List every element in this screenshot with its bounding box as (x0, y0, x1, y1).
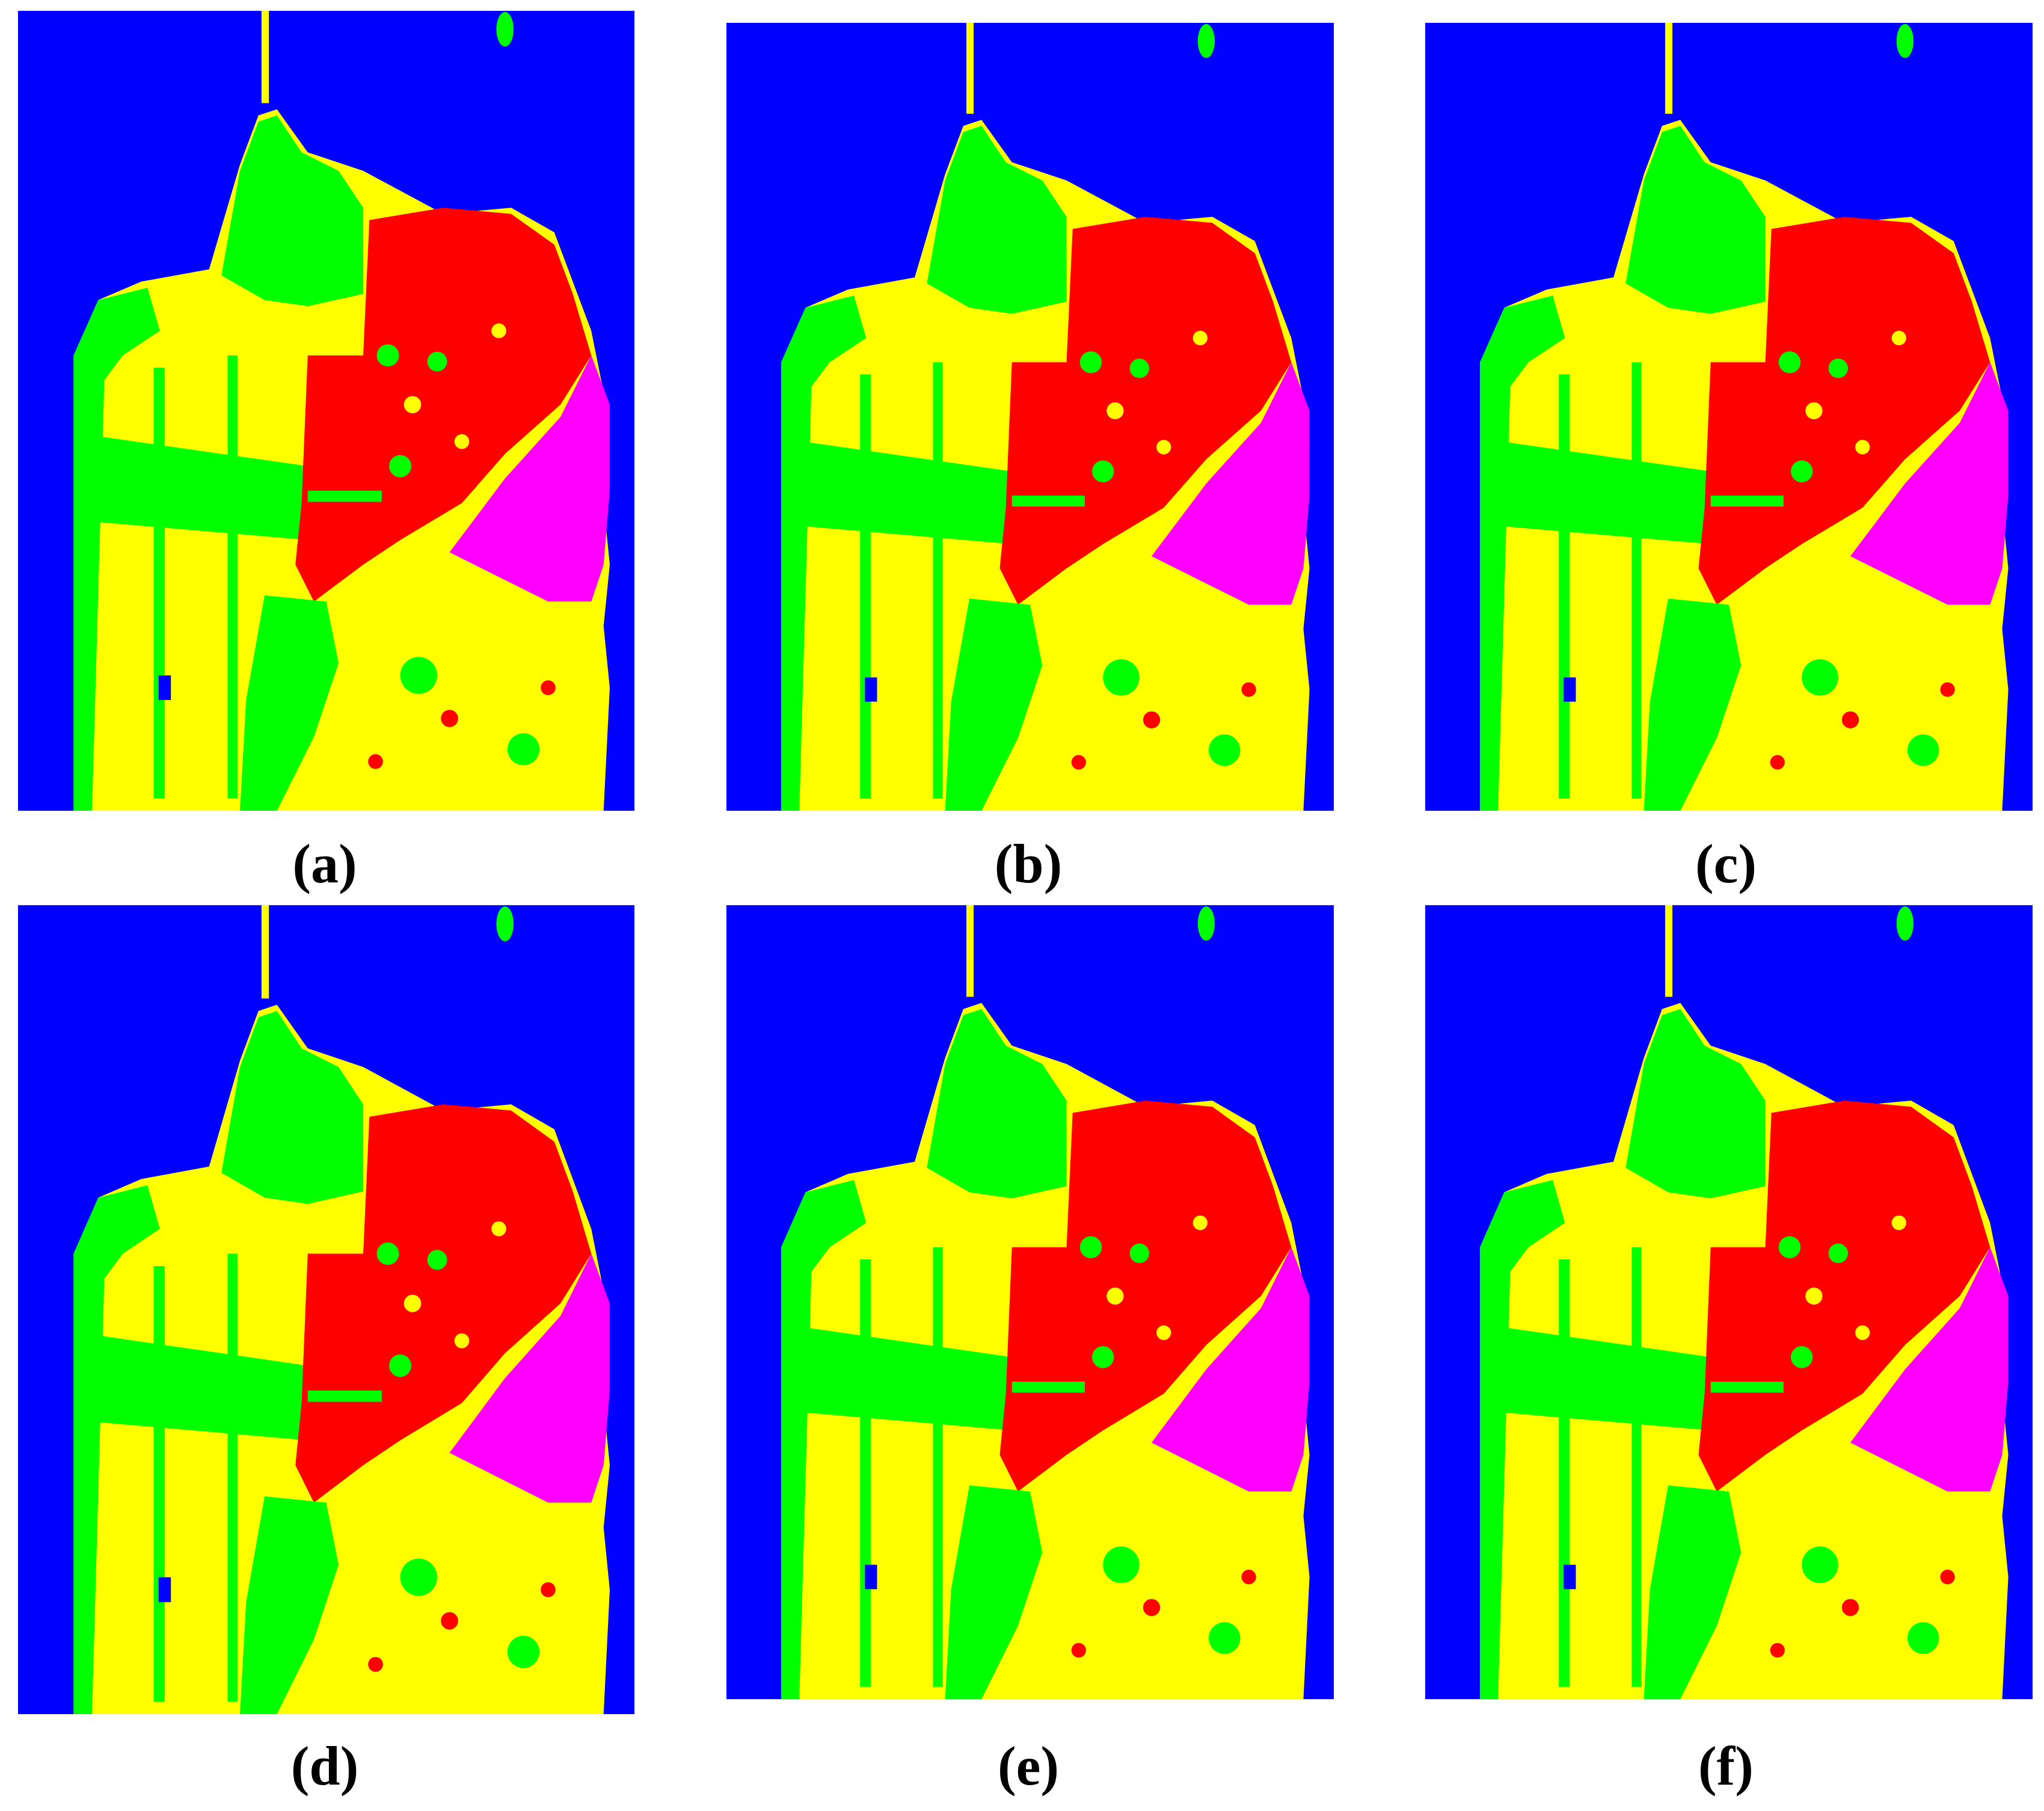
caption-e: (e) (997, 1735, 1060, 1797)
caption-b: (b) (994, 833, 1063, 894)
caption-c: (c) (1695, 833, 1757, 894)
classification-map-a (18, 11, 634, 811)
caption-f: (f) (1698, 1735, 1754, 1797)
classification-map-c (1425, 23, 2033, 811)
caption-a: (a) (292, 833, 357, 894)
classification-map-b (726, 23, 1334, 811)
caption-d: (d) (290, 1735, 359, 1797)
classification-map-e (726, 905, 1334, 1699)
classification-map-d (18, 905, 634, 1714)
classification-map-f (1425, 905, 2033, 1699)
